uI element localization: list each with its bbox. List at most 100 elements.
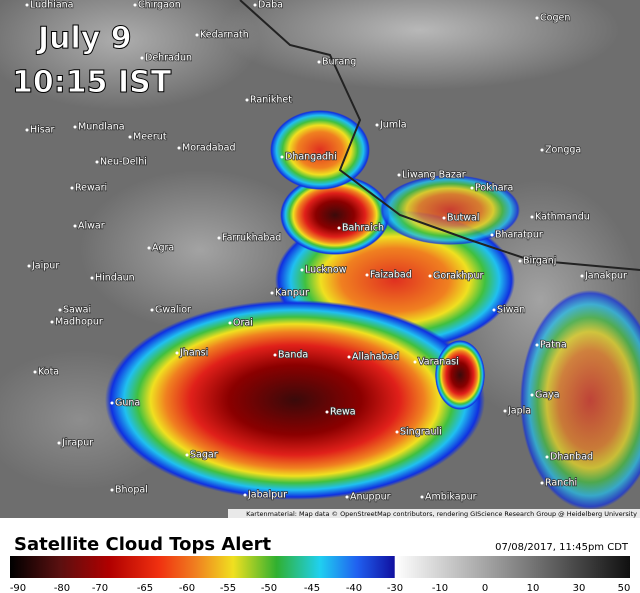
place-dot [147, 246, 151, 250]
place-dot [395, 430, 399, 434]
place-label: Jumla [379, 120, 407, 131]
place-label: Sawai [63, 305, 91, 316]
color-bar-tick: 50 [618, 583, 631, 593]
place-dot [535, 343, 539, 347]
place-label: Neu-Delhi [100, 157, 147, 168]
color-bar-tick: 10 [527, 583, 540, 593]
place-label: Kathmandu [535, 212, 590, 223]
place-dot [25, 3, 29, 7]
color-bar-tick: -65 [137, 583, 153, 593]
place-label: Jhansi [179, 348, 208, 359]
place-dot [540, 481, 544, 485]
color-bar-tick: -70 [92, 583, 108, 593]
place-label: Kanpur [275, 288, 309, 299]
place-label: Jirapur [61, 438, 93, 449]
place-dot [365, 273, 369, 277]
place-dot [270, 291, 274, 295]
color-bar-tick: -50 [261, 583, 277, 593]
place-dot [317, 60, 321, 64]
place-dot [33, 370, 37, 374]
place-dot [325, 410, 329, 414]
place-label: Chirgaon [138, 0, 181, 11]
place-dot [128, 135, 132, 139]
place-dot [245, 98, 249, 102]
place-dot [217, 236, 221, 240]
color-bar-tick: -45 [304, 583, 320, 593]
place-dot [530, 215, 534, 219]
place-label: Ranikhet [250, 95, 292, 106]
place-label: Jaipur [31, 261, 59, 272]
legend-title: Satellite Cloud Tops Alert [14, 534, 272, 555]
place-dot [413, 360, 417, 364]
place-label: Rewa [330, 407, 356, 418]
place-dot [177, 146, 181, 150]
place-label: Gaya [535, 390, 560, 401]
place-dot [530, 393, 534, 397]
place-dot [347, 355, 351, 359]
place-label: Butwal [447, 213, 480, 224]
color-bar-ticks: -90 -80 -70 -65 -60 -55 -50 -45 -40 -30 -10 0 10 30 50 [10, 583, 631, 593]
place-dot [110, 401, 114, 405]
place-dot [27, 264, 31, 268]
place-label: Pokhara [475, 183, 513, 194]
overlay-date: July 9 [36, 21, 132, 56]
place-label: Liwang Bazar [402, 170, 466, 181]
place-label: Zongga [545, 145, 581, 156]
place-dot [73, 224, 77, 228]
place-label: Dehradun [145, 53, 192, 64]
place-label: Hisar [30, 125, 55, 136]
place-label: Birganj [523, 256, 556, 267]
place-label: Daba [258, 0, 283, 11]
color-bar-tick: -80 [54, 583, 70, 593]
color-bar-tick: -60 [179, 583, 195, 593]
place-label: Dhanbad [550, 452, 593, 463]
color-bar [10, 556, 630, 578]
color-bar-tick: -40 [346, 583, 362, 593]
place-dot [375, 123, 379, 127]
place-label: Singrauli [400, 427, 442, 438]
place-dot [185, 453, 189, 457]
legend-timestamp: 07/08/2017, 11:45pm CDT [495, 542, 629, 553]
place-dot [503, 409, 507, 413]
place-dot [95, 160, 99, 164]
place-label: Bahraich [342, 223, 384, 234]
place-label: Bhopal [115, 485, 148, 496]
place-dot [25, 128, 29, 132]
place-dot [50, 320, 54, 324]
place-dot [420, 495, 424, 499]
place-dot [428, 274, 432, 278]
place-dot [518, 259, 522, 263]
place-label: Kedarnath [200, 30, 249, 41]
color-bar-tick: -90 [10, 583, 26, 593]
place-label: Siwan [497, 305, 525, 316]
place-label: Kota [38, 367, 59, 378]
place-dot [195, 33, 199, 37]
place-dot [280, 155, 284, 159]
storm-cells [105, 110, 640, 510]
color-bar-tick: -55 [220, 583, 236, 593]
place-label: Alwar [78, 221, 105, 232]
border-line [239, 0, 640, 271]
place-label: Lucknow [305, 265, 347, 276]
place-dot [243, 493, 247, 497]
place-label: Ambikapur [425, 492, 477, 503]
place-dot [540, 148, 544, 152]
place-label: Meerut [133, 132, 167, 143]
place-label: Allahabad [352, 352, 399, 363]
place-label: Faizabad [370, 270, 412, 281]
place-label: Japla [507, 406, 531, 417]
place-dot [300, 268, 304, 272]
place-label: Farrukhabad [222, 233, 281, 244]
place-dot [70, 186, 74, 190]
place-dot [253, 3, 257, 7]
place-label: Patna [540, 340, 567, 351]
place-dot [90, 276, 94, 280]
place-dot [337, 226, 341, 230]
color-bar-tick: 30 [573, 583, 586, 593]
place-label: Varanasi [418, 357, 459, 368]
place-dot [470, 186, 474, 190]
place-label: Burang [322, 57, 356, 68]
place-dot [580, 274, 584, 278]
place-dot [73, 125, 77, 129]
place-dot [545, 455, 549, 459]
